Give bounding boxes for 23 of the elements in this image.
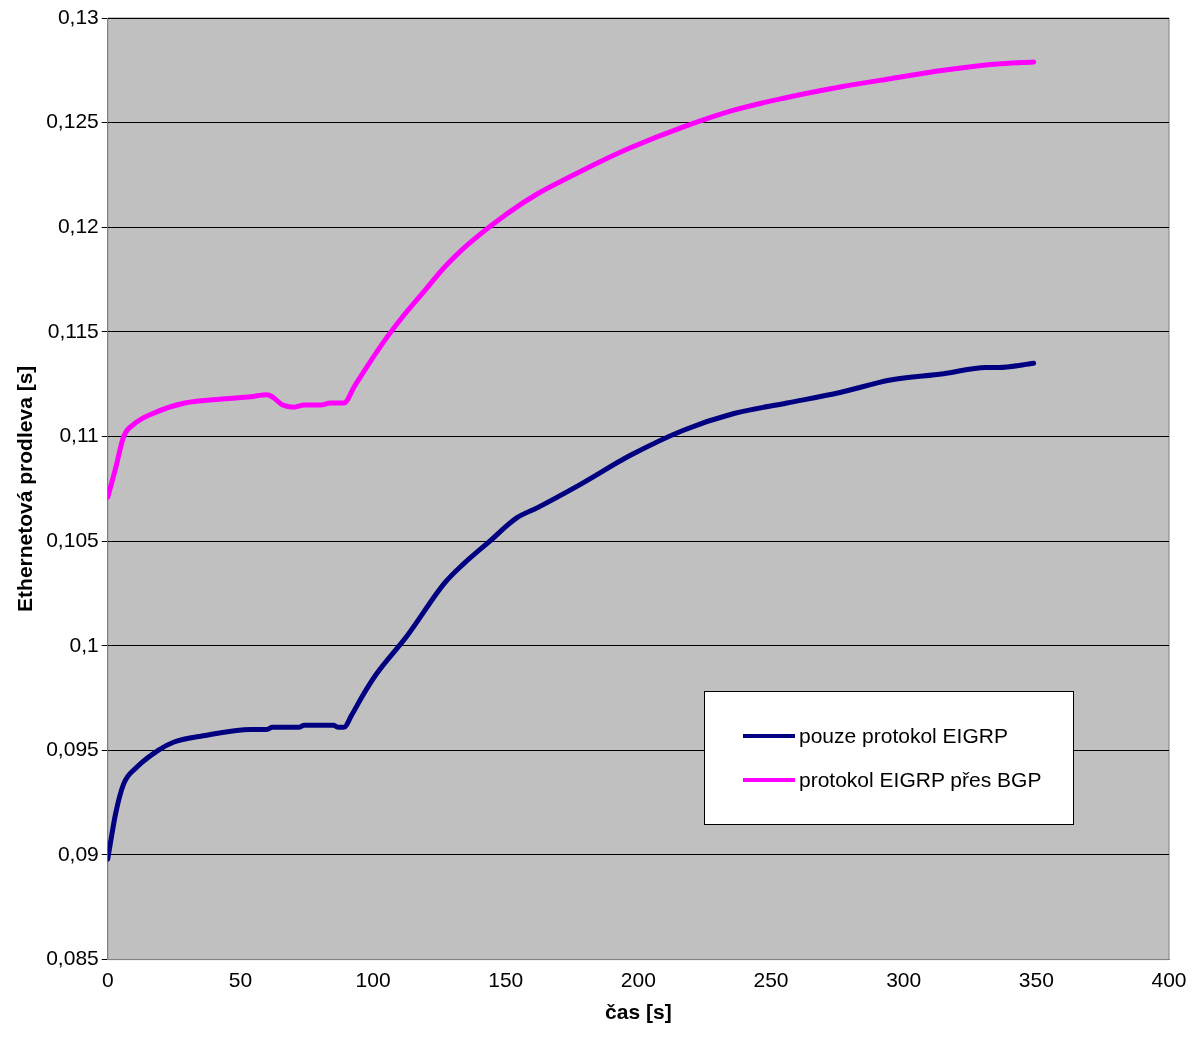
- x-tick-label: 400: [1151, 968, 1187, 991]
- y-tick-label: 0,09: [57, 841, 99, 865]
- y-tick-label: 0,115: [47, 318, 99, 342]
- y-tick-label: 0,12: [57, 214, 99, 238]
- legend-label: protokol EIGRP přes BGP: [799, 767, 1042, 792]
- y-tick-label: 0,125: [46, 109, 99, 133]
- x-tick-label: 200: [620, 968, 656, 991]
- y-tick-label: 0,095: [46, 737, 99, 761]
- y-tick-label: 0,13: [57, 4, 99, 28]
- x-tick-label: 0: [101, 968, 114, 991]
- x-axis-title: čas [s]: [605, 1000, 672, 1024]
- y-tick-label: 0,105: [46, 527, 99, 551]
- legend-label: pouze protokol EIGRP: [799, 723, 1008, 748]
- y-axis-title: Ethernetová prodleva [s]: [13, 365, 37, 612]
- y-tick-label: 0,11: [59, 423, 99, 447]
- x-tick-label: 150: [488, 968, 524, 991]
- x-tick-label: 50: [228, 968, 253, 991]
- x-tick-label: 350: [1018, 968, 1054, 991]
- x-tick-label: 100: [355, 968, 391, 991]
- y-tick-label: 0,085: [46, 946, 99, 970]
- y-tick-label: 0,1: [69, 632, 99, 656]
- x-tick-label: 250: [753, 968, 789, 991]
- x-tick-label: 300: [886, 968, 922, 991]
